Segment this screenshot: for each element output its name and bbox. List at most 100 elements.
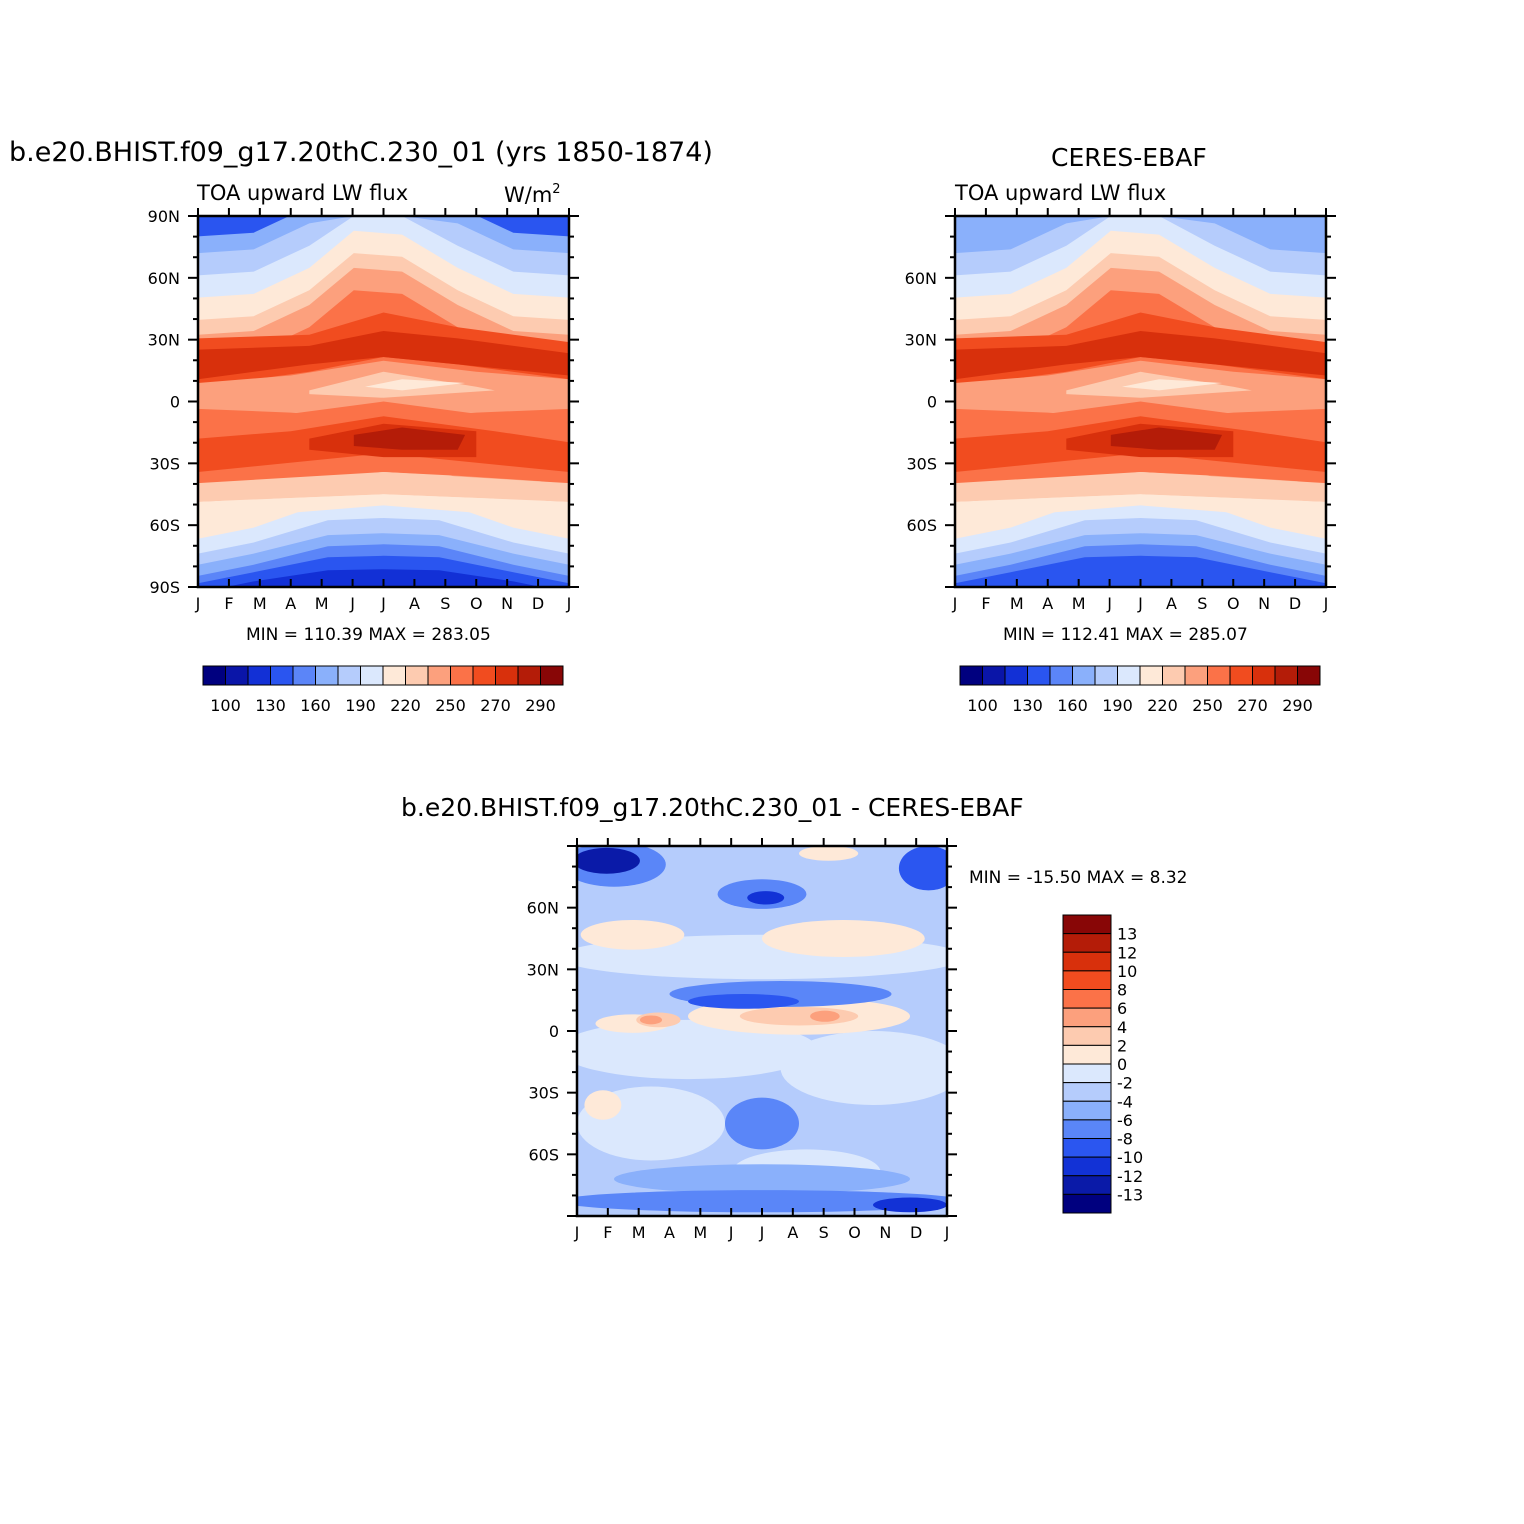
x-tick-label: M [253,594,267,613]
x-tick-label: J [728,1223,734,1242]
y-tick-label: 30N [527,960,559,979]
contour-band [810,1010,840,1022]
colorbar-label: 100 [967,696,998,715]
x-tick-label: J [566,594,572,613]
contour-field [198,216,569,587]
colorbar-swatch [1062,1082,1112,1102]
colorbar-swatch [1297,665,1321,686]
left-panel-subtitle: TOA upward LW flux [197,181,409,205]
y-tick-label: 60S [906,516,937,535]
colorbar-swatch [495,665,519,686]
colorbar-swatch [1062,951,1112,972]
x-tick-label: S [819,1223,829,1242]
y-tick-label: 0 [549,1022,559,1041]
x-tick-label: J [1106,594,1112,613]
colorbar-swatch [540,665,564,686]
x-tick-label: J [380,594,386,613]
y-tick-label: 0 [170,393,180,412]
y-tick-label: 30N [905,331,937,350]
colorbar-label: -4 [1117,1092,1133,1111]
colorbar-label: 13 [1117,925,1137,944]
colorbar-swatch [1094,665,1118,686]
colorbar-label: -12 [1117,1167,1143,1186]
y-tick-label: 60N [527,899,559,918]
contour-band [614,1164,910,1194]
y-tick-label: 30S [528,1084,559,1103]
y-tick-label: 30N [148,331,180,350]
colorbar-label: -10 [1117,1148,1143,1167]
colorbar-label: 160 [1057,696,1088,715]
x-tick-label: D [532,594,544,613]
x-tick-label: S [440,594,450,613]
colorbar-label: 130 [255,696,286,715]
colorbar-label: 2 [1117,1036,1127,1055]
colorbar-label: 270 [1237,696,1268,715]
x-tick-label: M [693,1223,707,1242]
x-tick-label: A [409,594,420,613]
colorbar-swatch [1062,1119,1112,1139]
colorbar-swatch [1274,665,1298,686]
colorbar-swatch [1207,665,1231,686]
colorbar-label: -6 [1117,1111,1133,1130]
colorbar-swatch [1117,665,1141,686]
contour-band [762,920,925,957]
colorbar-swatch [517,665,541,686]
contour-band [577,1019,818,1080]
y-tick-label: 30S [906,454,937,473]
colorbar-swatch [337,665,361,686]
y-tick-label: 60S [149,516,180,535]
contour-band [955,216,1326,254]
colorbar-label: 290 [525,696,556,715]
colorbar-label: 130 [1012,696,1043,715]
colorbar-swatch [1072,665,1096,686]
colorbar-label: 250 [435,696,466,715]
x-tick-label: D [910,1223,922,1242]
colorbar-label: -8 [1117,1130,1133,1149]
x-tick-label: O [470,594,483,613]
contour-field [955,216,1326,587]
colorbar-swatch [1229,665,1253,686]
x-tick-label: N [501,594,513,613]
x-tick-label: D [1289,594,1301,613]
colorbar-swatch [270,665,294,686]
contour-band [577,847,640,874]
contour-band [198,331,569,380]
contour-band [739,1006,859,1026]
x-tick-label: J [759,1223,765,1242]
y-tick-label: 0 [927,393,937,412]
colorbar-swatch [1139,665,1163,686]
colorbar-swatch [1062,1044,1112,1065]
colorbar-swatch [292,665,316,686]
colorbar-swatch [1062,1063,1112,1084]
colorbar-swatch [1062,970,1112,990]
contour-band [580,920,685,950]
x-tick-label: J [1323,594,1329,613]
colorbar-swatch [405,665,429,686]
colorbar-label: 190 [345,696,376,715]
contour-band [688,994,799,1009]
colorbar-label: 190 [1102,696,1133,715]
contour-band [198,216,569,254]
colorbar-swatch [959,665,983,686]
x-tick-label: A [664,1223,675,1242]
right-panel-subtitle: TOA upward LW flux [955,181,1167,205]
colorbar-swatch [1062,1175,1112,1195]
colorbar-swatch [427,665,451,686]
x-tick-label: M [1072,594,1086,613]
contour-band [955,331,1326,380]
contour-band [799,846,859,861]
y-tick-label: 60N [148,269,180,288]
colorbar-swatch [1062,1138,1112,1158]
colorbar-swatch [1184,665,1208,686]
colorbar-swatch [382,665,406,686]
x-tick-label: F [224,594,233,613]
contour-band [780,1031,947,1105]
contour-band [747,891,785,905]
colorbar-swatch [225,665,249,686]
x-tick-label: A [285,594,296,613]
y-tick-label: 90N [148,207,180,226]
x-tick-label: N [879,1223,891,1242]
x-tick-label: M [1010,594,1024,613]
